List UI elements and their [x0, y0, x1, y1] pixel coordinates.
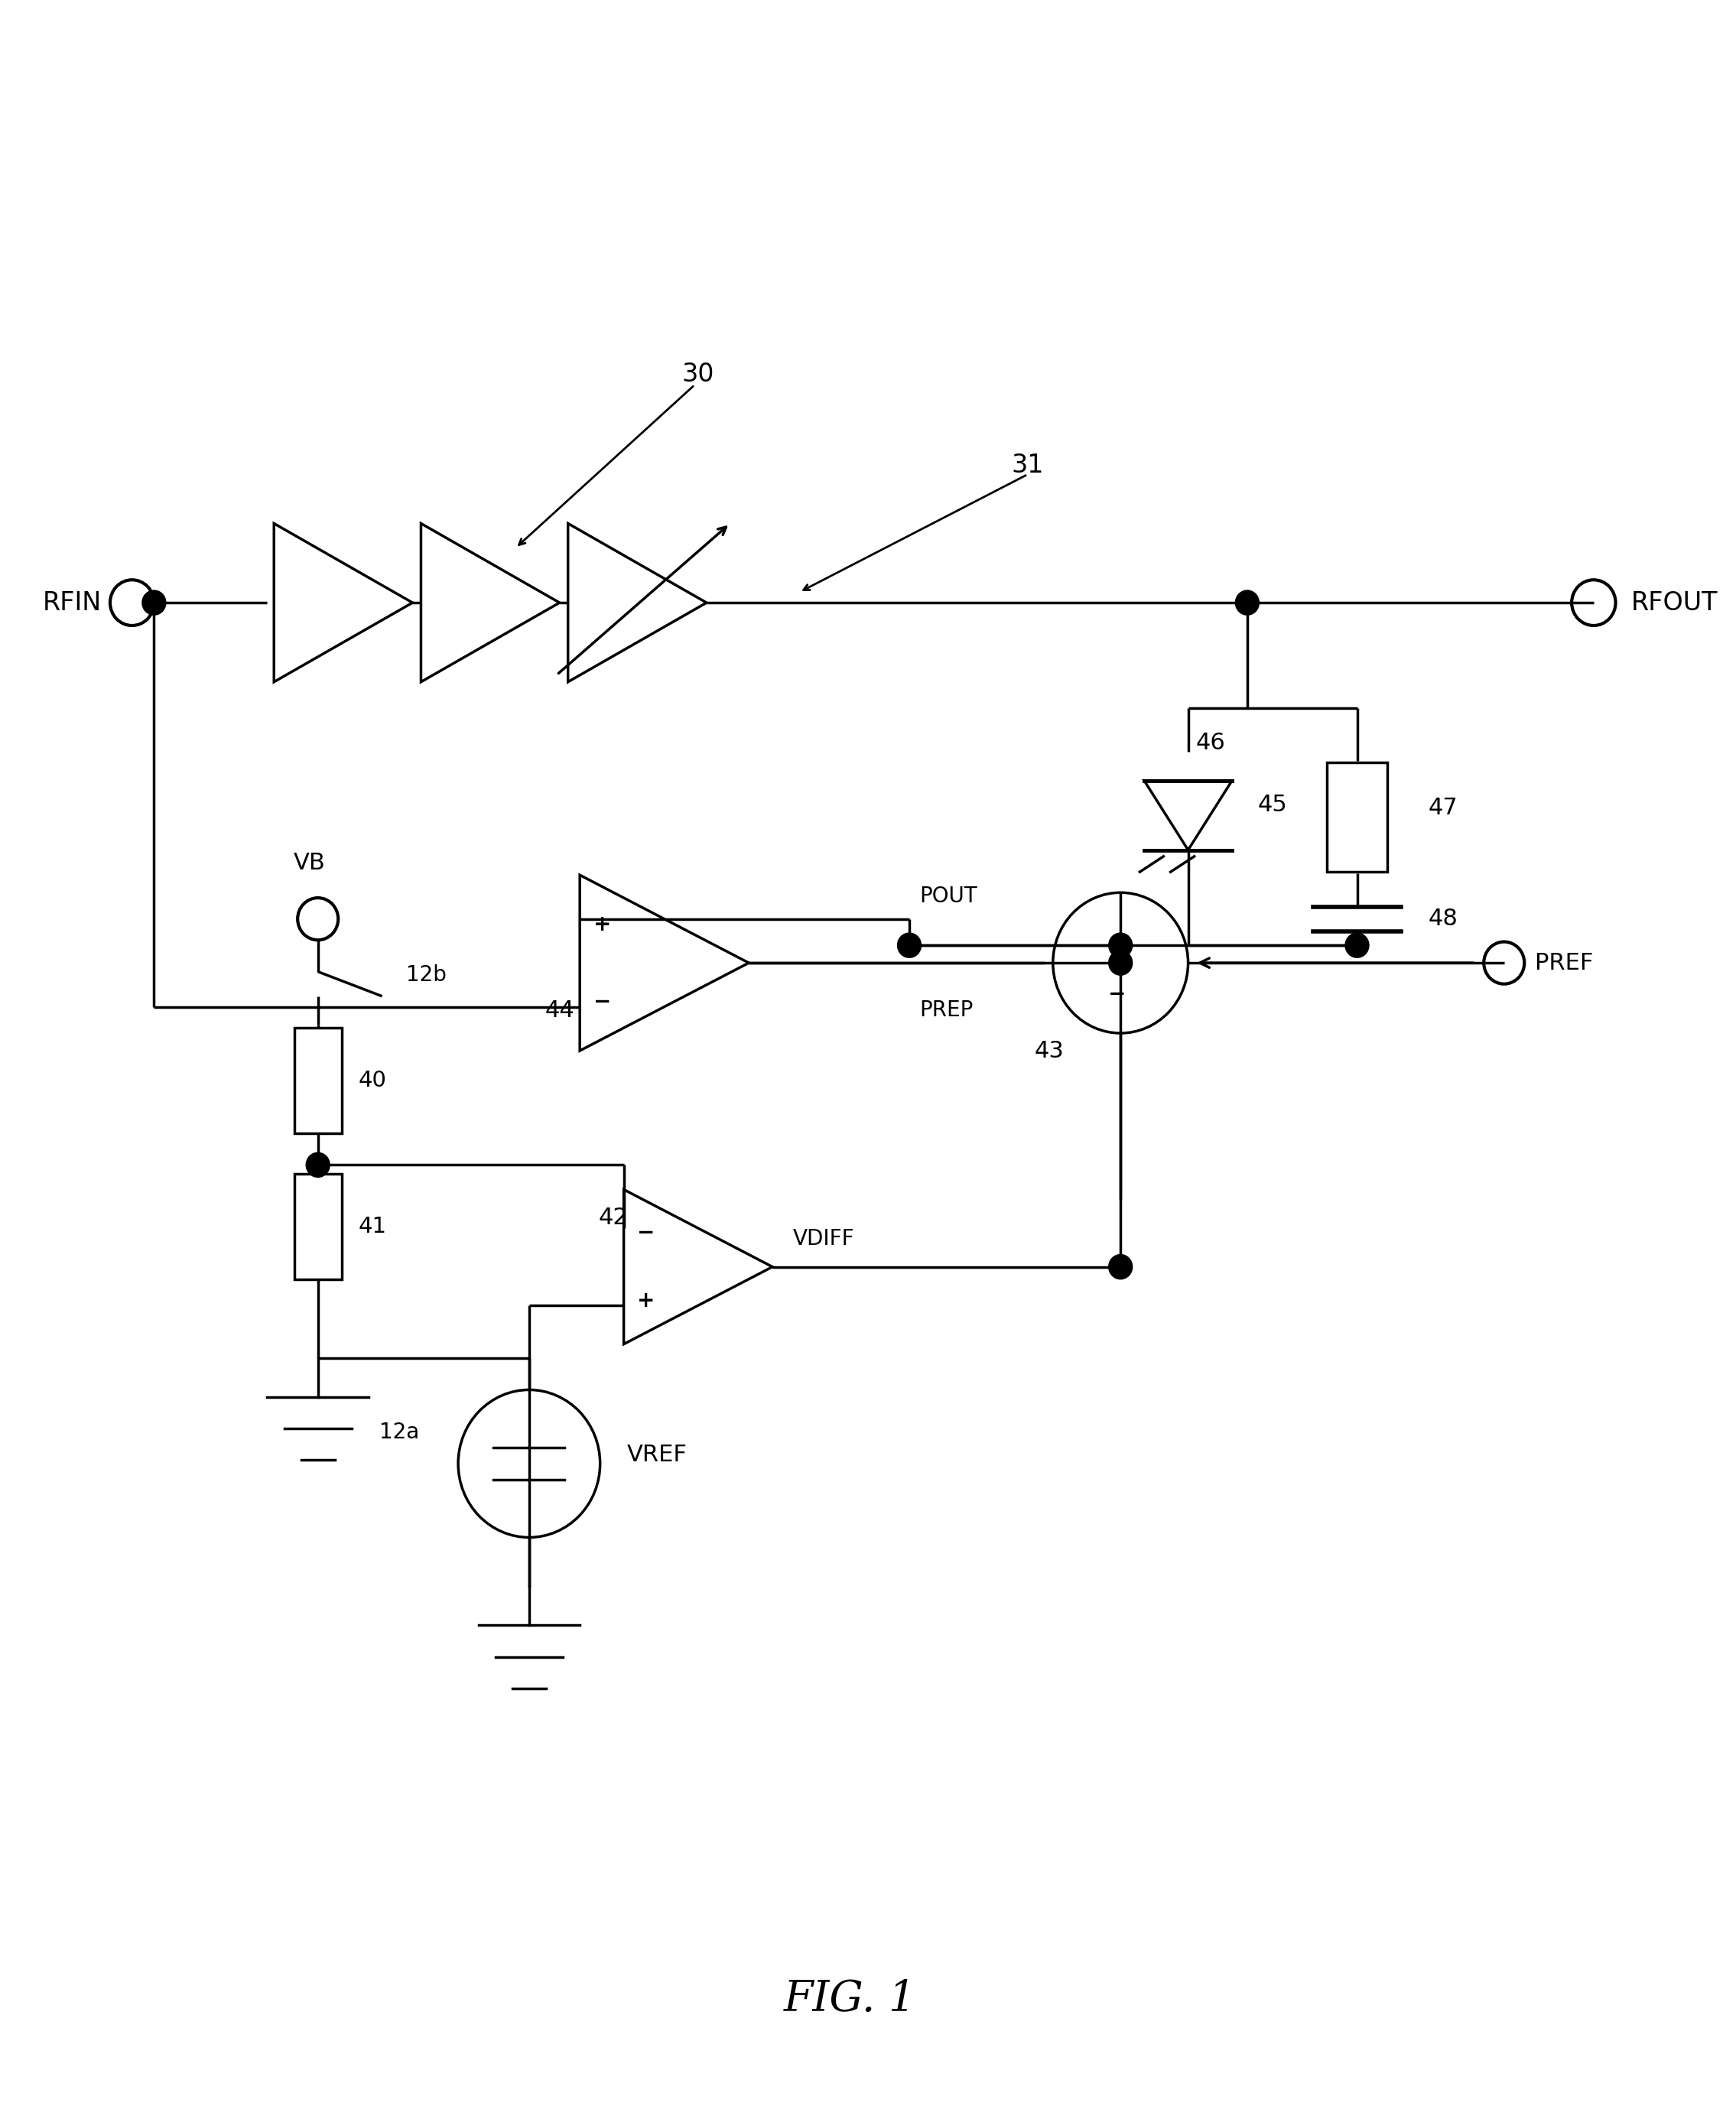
Text: 46: 46 — [1196, 733, 1226, 754]
Bar — [1326, 763, 1387, 871]
Text: +: + — [637, 1290, 654, 1312]
Text: 12a: 12a — [380, 1422, 420, 1443]
Text: −: − — [637, 1223, 654, 1244]
Text: −: − — [1108, 983, 1127, 1004]
Text: −: − — [594, 992, 611, 1013]
Circle shape — [898, 932, 922, 958]
Circle shape — [142, 591, 167, 615]
Text: POUT: POUT — [920, 886, 977, 907]
Text: 42: 42 — [599, 1206, 628, 1229]
Text: PREF: PREF — [1535, 951, 1594, 975]
Text: +: + — [1108, 939, 1127, 960]
Circle shape — [1109, 932, 1132, 958]
Text: 40: 40 — [358, 1070, 387, 1091]
Text: VB: VB — [293, 852, 325, 873]
Bar — [293, 1174, 342, 1280]
Text: VDIFF: VDIFF — [793, 1229, 854, 1250]
Text: VREF: VREF — [627, 1443, 687, 1466]
Text: RFIN: RFIN — [43, 589, 102, 615]
Text: 48: 48 — [1429, 907, 1458, 930]
Text: 12b: 12b — [406, 964, 446, 985]
Text: 45: 45 — [1259, 795, 1288, 816]
Circle shape — [306, 1153, 330, 1178]
Text: +: + — [594, 913, 611, 934]
Text: PREP: PREP — [920, 1000, 974, 1021]
Text: 44: 44 — [545, 1000, 575, 1021]
Circle shape — [1345, 932, 1370, 958]
Text: 31: 31 — [1012, 453, 1043, 479]
Text: FIG. 1: FIG. 1 — [785, 1979, 917, 2019]
Text: 43: 43 — [1035, 1040, 1064, 1062]
Circle shape — [1109, 951, 1132, 975]
Text: RFOUT: RFOUT — [1630, 589, 1717, 615]
Circle shape — [1109, 1254, 1132, 1280]
Text: 30: 30 — [682, 362, 713, 388]
Text: 41: 41 — [358, 1216, 387, 1237]
Circle shape — [1236, 591, 1259, 615]
Bar — [293, 1028, 342, 1134]
Text: 47: 47 — [1429, 797, 1458, 820]
